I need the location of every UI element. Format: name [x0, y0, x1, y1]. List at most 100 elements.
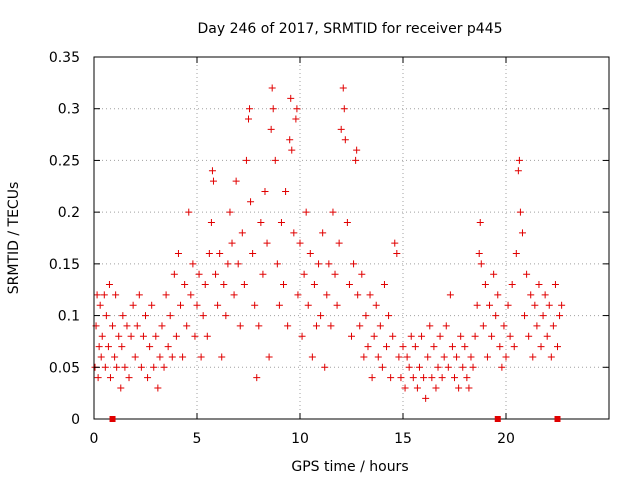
data-point — [383, 343, 391, 351]
data-point — [405, 363, 413, 371]
data-point — [154, 384, 162, 392]
data-point — [271, 156, 279, 164]
data-point — [523, 270, 531, 278]
data-point — [209, 177, 217, 185]
data-point — [350, 260, 358, 268]
y-tick-label: 0.3 — [58, 102, 80, 118]
data-point — [277, 218, 285, 226]
data-point — [413, 384, 421, 392]
data-point — [339, 84, 347, 92]
data-point — [401, 384, 409, 392]
data-point — [335, 239, 343, 247]
data-point — [407, 332, 415, 340]
data-point — [300, 270, 308, 278]
data-point — [498, 363, 506, 371]
data-point — [315, 260, 323, 268]
data-point — [282, 187, 290, 195]
data-point — [518, 229, 526, 237]
data-point — [378, 363, 386, 371]
data-point — [168, 353, 176, 361]
data-point — [255, 322, 263, 330]
data-point — [428, 374, 436, 382]
data-point — [226, 208, 234, 216]
data-point — [238, 229, 246, 237]
data-point — [527, 291, 535, 299]
data-point — [385, 312, 393, 320]
data-point — [420, 374, 428, 382]
data-point — [506, 332, 514, 340]
data-point — [247, 198, 255, 206]
data-point — [98, 332, 106, 340]
data-point — [395, 353, 403, 361]
data-point — [273, 260, 281, 268]
data-point — [131, 353, 139, 361]
data-point — [358, 270, 366, 278]
data-point — [246, 105, 254, 113]
data-point — [483, 353, 491, 361]
data-point — [112, 291, 120, 299]
data-point — [118, 343, 126, 351]
data-point — [109, 322, 117, 330]
data-point — [479, 322, 487, 330]
x-tick-label: 20 — [497, 431, 515, 447]
data-point — [267, 125, 275, 133]
data-point — [115, 332, 123, 340]
data-point — [348, 332, 355, 340]
data-point — [372, 301, 380, 309]
data-point — [251, 301, 259, 309]
data-point — [166, 312, 174, 320]
data-point — [364, 343, 372, 351]
data-point — [294, 291, 302, 299]
data-point — [451, 374, 458, 382]
grid-layer — [94, 57, 609, 419]
data-point — [287, 94, 295, 102]
data-point — [380, 281, 388, 289]
data-point — [340, 105, 348, 113]
data-point — [139, 332, 147, 340]
data-point — [234, 260, 242, 268]
data-point — [111, 353, 119, 361]
y-tick-label: 0 — [71, 412, 80, 428]
data-point — [325, 260, 333, 268]
data-point — [374, 353, 382, 361]
data-point — [100, 291, 108, 299]
data-point — [321, 363, 329, 371]
data-point — [362, 312, 370, 320]
ticks-layer: 0 0.05 0.1 0.15 0.2 0.25 0.3 0.35 0 5 10 15 20 — [49, 50, 609, 447]
data-point — [195, 270, 203, 278]
data-point — [477, 260, 485, 268]
data-point — [333, 301, 341, 309]
data-point — [539, 312, 547, 320]
data-point — [426, 322, 434, 330]
data-point — [319, 229, 327, 237]
data-point — [502, 353, 510, 361]
data-point — [430, 343, 438, 351]
axis-markers-layer — [109, 416, 561, 422]
data-point — [236, 322, 244, 330]
data-point — [296, 239, 304, 247]
data-point — [376, 322, 384, 330]
data-point — [353, 146, 361, 154]
data-point — [473, 301, 481, 309]
data-point — [265, 353, 273, 361]
data-point — [94, 374, 102, 382]
data-point — [543, 332, 551, 340]
y-tick-label: 0.2 — [58, 205, 80, 221]
data-point — [101, 363, 109, 371]
data-point — [193, 301, 201, 309]
data-point — [457, 332, 465, 340]
data-point — [205, 250, 213, 258]
data-point — [218, 353, 226, 361]
data-point — [203, 332, 211, 340]
data-point — [249, 250, 257, 258]
data-point — [142, 312, 149, 320]
data-point — [512, 250, 520, 258]
data-point — [327, 322, 335, 330]
data-point — [253, 374, 261, 382]
data-point — [391, 239, 399, 247]
data-point — [232, 177, 240, 185]
data-point — [486, 301, 494, 309]
axis-marker — [494, 416, 501, 422]
data-point — [135, 291, 143, 299]
